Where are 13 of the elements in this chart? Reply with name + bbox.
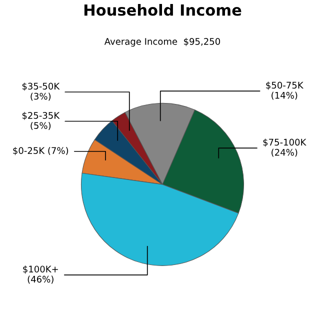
slice-label: $50-75K [266, 82, 304, 90]
data-label: (14%) [272, 92, 298, 100]
chart-subtitle: Average Income $95,250 [104, 38, 220, 47]
data-label: (5%) [30, 122, 51, 130]
slice-label: $0-25K (7%) [13, 147, 68, 156]
data-label: (3%) [30, 92, 51, 101]
slice-label: $75-100K [263, 138, 306, 147]
data-label: (24%) [272, 148, 298, 157]
slice-label: $100K+ [23, 266, 58, 274]
slice-label: $35-50K [22, 82, 60, 91]
slice-label: $25-35K [22, 112, 60, 120]
data-label: (46%) [28, 276, 54, 284]
chart-title: Household Income [84, 4, 242, 16]
